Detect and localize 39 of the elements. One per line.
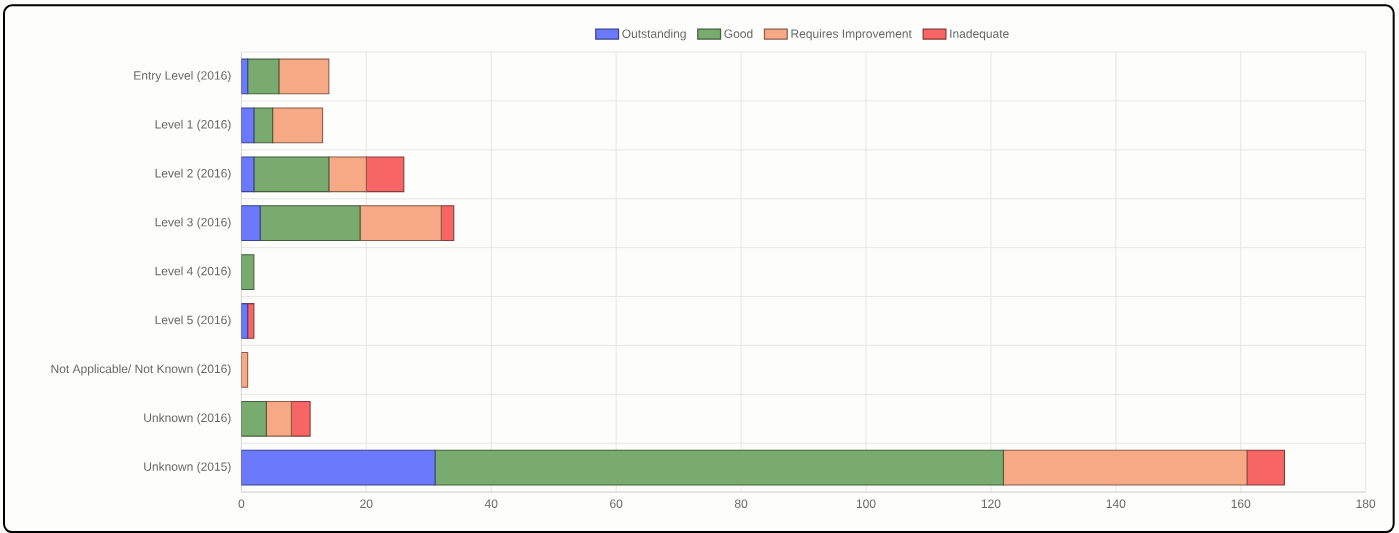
- bar: [247, 302, 255, 339]
- x-tick-label: 140: [1106, 499, 1126, 508]
- bar: [247, 58, 280, 95]
- y-tick-label: Unknown (2015): [144, 461, 231, 474]
- bar: [272, 107, 324, 144]
- y-tick-label: Level 1 (2016): [155, 119, 231, 131]
- x-tick-label: 160: [1231, 499, 1251, 508]
- legend-label: Inadequate: [950, 28, 1009, 41]
- x-tick-label: 80: [734, 499, 748, 508]
- bar: [290, 400, 311, 437]
- x-tick-label: 100: [856, 499, 876, 508]
- bar: [365, 156, 405, 192]
- y-tick-label: Level 2 (2016): [155, 168, 231, 180]
- y-tick-label: Level 3 (2016): [155, 217, 231, 229]
- bar: [259, 205, 361, 241]
- y-tick-label: Level 5 (2016): [155, 315, 231, 327]
- bar: [253, 156, 330, 192]
- y-tick-label: Level 4 (2016): [155, 266, 231, 278]
- x-tick-label: 40: [484, 499, 498, 508]
- bar: [1002, 449, 1248, 486]
- y-tick-label: Not Applicable/ Not Known (2016): [51, 364, 231, 376]
- x-tick-label: 120: [981, 499, 1001, 508]
- x-tick-label: 60: [610, 499, 623, 508]
- bar: [278, 58, 330, 95]
- bar: [328, 156, 367, 192]
- bar: [241, 400, 267, 437]
- legend-label: Requires Improvement: [791, 28, 912, 41]
- legend-label: Outstanding: [622, 28, 686, 41]
- y-tick-label: Unknown (2016): [144, 412, 231, 425]
- bar: [265, 400, 292, 437]
- x-tick-label: 180: [1356, 499, 1376, 508]
- x-tick-label: 20: [360, 499, 373, 508]
- bar: [241, 449, 436, 486]
- x-tick-label: 0: [238, 499, 245, 508]
- y-tick-label: Entry Level (2016): [134, 70, 231, 82]
- legend-label: Good: [724, 28, 753, 38]
- bar: [359, 205, 442, 241]
- bar: [1246, 449, 1285, 486]
- bar: [434, 449, 1004, 486]
